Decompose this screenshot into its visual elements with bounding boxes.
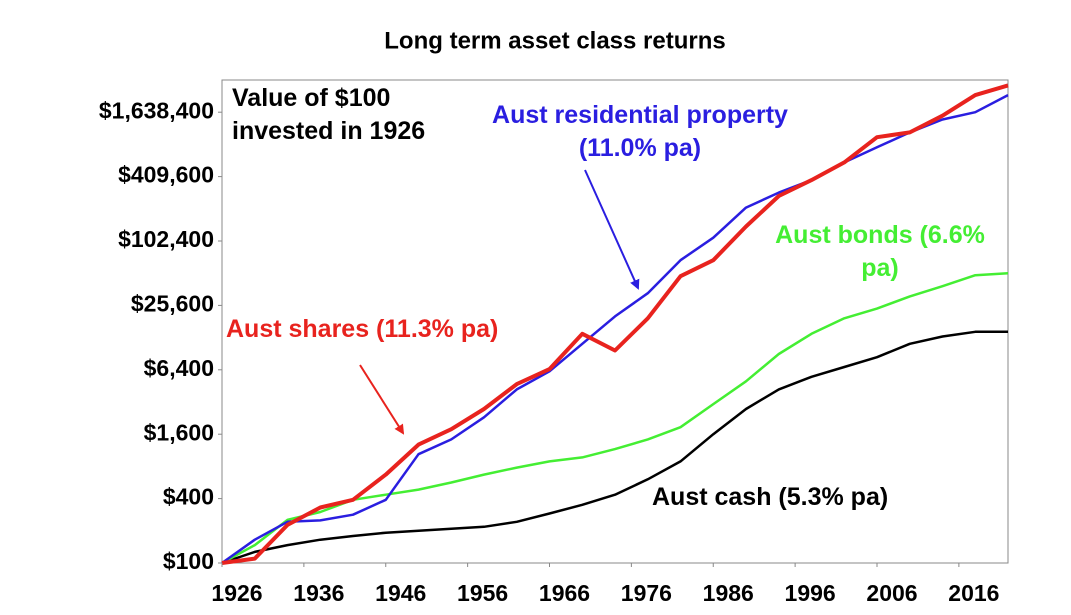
- y-tick-label: $400: [163, 484, 214, 510]
- y-tick-label: $1,638,400: [99, 97, 214, 123]
- arrow: [359, 364, 405, 435]
- x-tick-label: 1986: [703, 580, 754, 606]
- series-label: Aust cash (5.3% pa): [652, 483, 889, 511]
- x-tick-label: 1976: [621, 580, 672, 606]
- series-label: Aust bonds (6.6% pa): [775, 221, 985, 282]
- x-tick-label: 1956: [457, 580, 508, 606]
- x-tick-label: 2016: [948, 580, 999, 606]
- y-tick-label: $100: [163, 548, 214, 574]
- chart-title: Long term asset class returns: [384, 27, 725, 54]
- x-tick-label: 1926: [211, 580, 262, 606]
- plot-frame: [221, 79, 1009, 564]
- series-line: [221, 330, 1008, 565]
- y-tick-label: $25,600: [131, 290, 214, 316]
- x-tick-label: 2006: [866, 580, 917, 606]
- y-tick-label: $409,600: [118, 162, 214, 188]
- series-label: Aust residential property (11.0% pa): [492, 101, 788, 162]
- series-line: [221, 93, 1009, 565]
- y-tick-label: $6,400: [144, 355, 214, 381]
- x-tick-label: 1996: [785, 580, 836, 606]
- series-line: [221, 83, 1009, 565]
- series-label: Aust shares (11.3% pa): [226, 315, 499, 343]
- y-tick-label: $1,600: [144, 419, 214, 445]
- y-tick-label: $102,400: [118, 226, 214, 252]
- x-tick-label: 1936: [293, 580, 344, 606]
- x-tick-label: 1966: [539, 580, 590, 606]
- annotation: Value of $100 invested in 1926: [232, 84, 426, 145]
- arrow: [584, 169, 640, 290]
- x-tick-label: 1946: [375, 580, 426, 606]
